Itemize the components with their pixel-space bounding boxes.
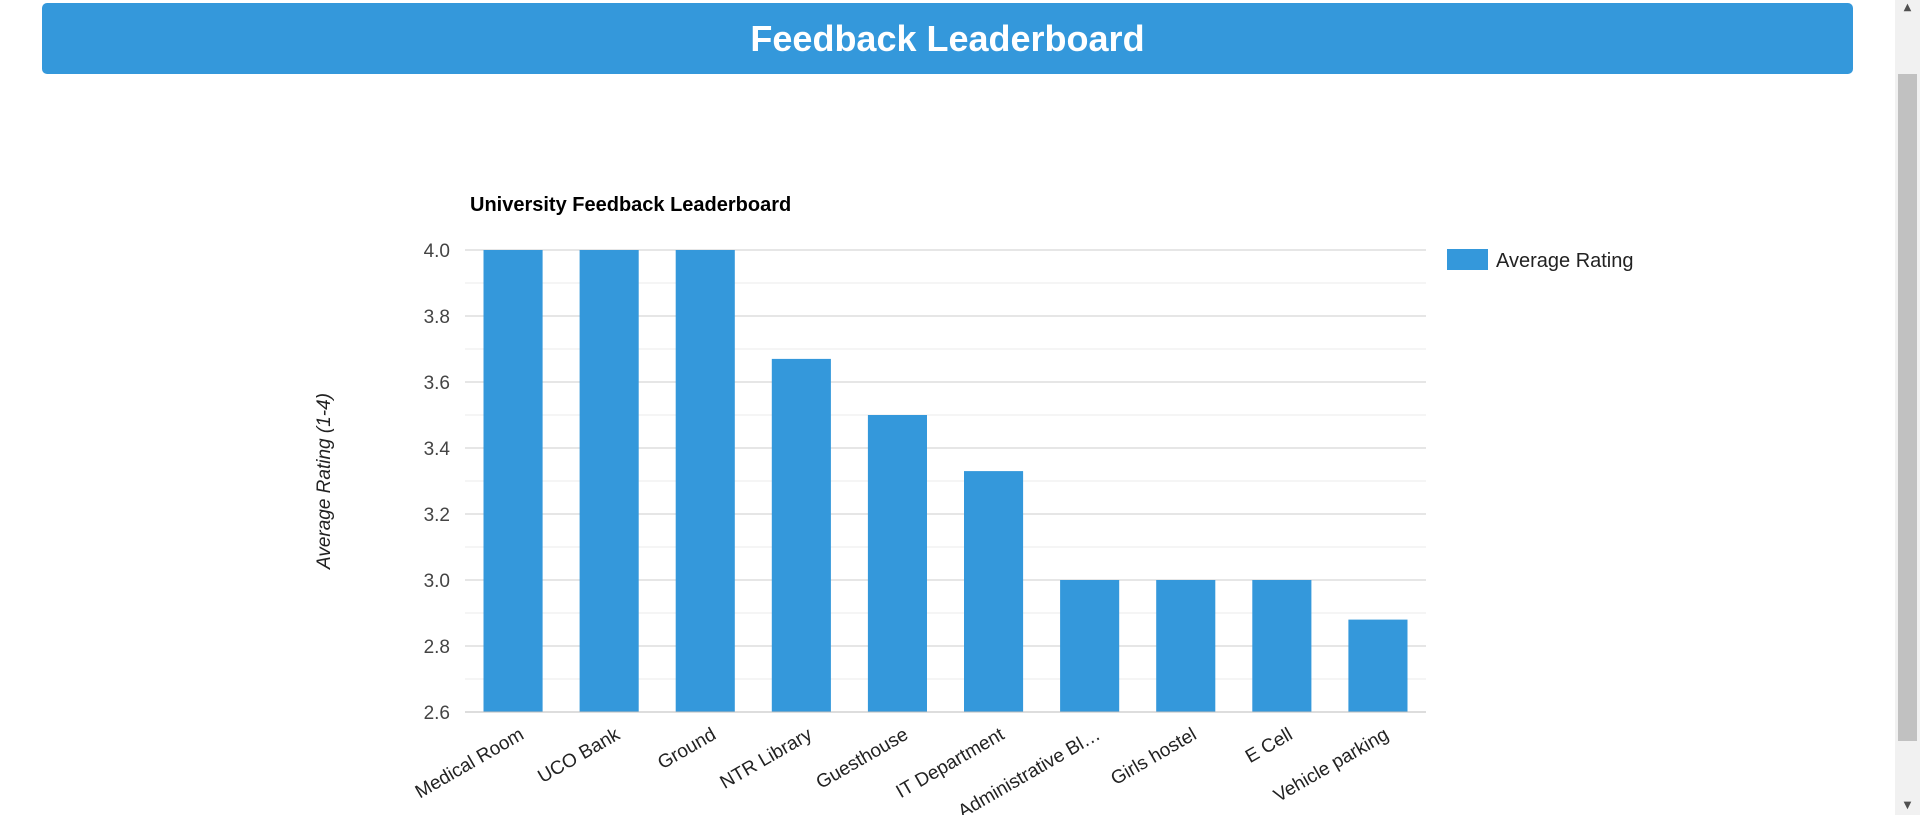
scrollbar-thumb[interactable] [1898, 74, 1917, 741]
scroll-up-arrow-icon[interactable]: ▲ [1903, 2, 1912, 13]
y-tick-label: 3.8 [424, 307, 450, 328]
bar[interactable] [867, 415, 928, 712]
x-tick-label: UCO Bank [535, 724, 625, 788]
y-tick-label: 3.2 [424, 505, 450, 526]
bars [483, 250, 1408, 712]
y-tick-label: 2.8 [424, 637, 450, 658]
x-tick-label: Ground [654, 724, 719, 774]
bar[interactable] [1252, 580, 1312, 712]
bar[interactable] [771, 358, 831, 712]
legend: Average Rating [1447, 249, 1634, 272]
x-tick-label: Medical Room [412, 724, 528, 803]
chart-title: University Feedback Leaderboard [470, 194, 791, 216]
y-tick-label: 4.0 [424, 241, 450, 262]
x-tick-label: NTR Library [717, 724, 817, 794]
legend-swatch [1447, 249, 1488, 270]
legend-label: Average Rating [1496, 250, 1634, 272]
bar[interactable] [963, 471, 1024, 712]
y-axis-label: Average Rating (1-4) [314, 393, 335, 570]
header-bar: Feedback Leaderboard [42, 3, 1853, 74]
bar[interactable] [1060, 580, 1120, 712]
page-title: Feedback Leaderboard [750, 17, 1145, 59]
x-tick-label: E Cell [1242, 724, 1296, 768]
bar[interactable] [1156, 580, 1216, 712]
y-tick-label: 3.4 [424, 439, 451, 460]
bar[interactable] [675, 250, 735, 712]
scroll-down-arrow-icon[interactable]: ▼ [1903, 800, 1912, 811]
bar[interactable] [1348, 619, 1408, 712]
bar[interactable] [483, 250, 543, 712]
bar[interactable] [579, 250, 639, 712]
y-tick-label: 3.6 [424, 373, 450, 394]
y-tick-label: 2.6 [424, 703, 450, 724]
x-tick-label: Girls hostel [1107, 724, 1200, 790]
y-tick-label: 3.0 [424, 571, 450, 592]
